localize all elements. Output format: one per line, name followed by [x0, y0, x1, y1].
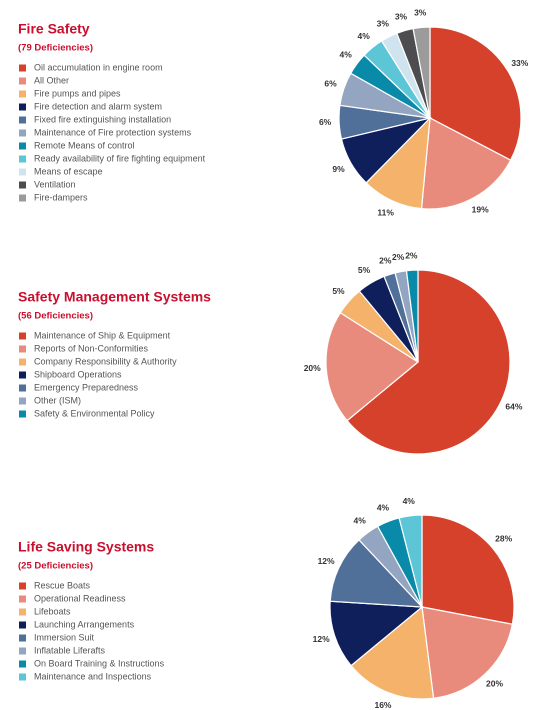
slice-label: 12% — [313, 634, 330, 644]
slice-label: 16% — [374, 700, 391, 710]
legend-swatch — [19, 358, 26, 366]
chart-title: Fire Safety — [18, 21, 90, 37]
legend-swatch — [19, 155, 26, 163]
slice-label: 12% — [318, 556, 335, 566]
legend-label: Fire-dampers — [34, 192, 88, 202]
legend-label: Emergency Preparedness — [34, 382, 139, 392]
legend-label: Fire pumps and pipes — [34, 88, 121, 98]
slice-label: 6% — [324, 79, 337, 89]
legend-label: Ventilation — [34, 179, 76, 189]
legend-swatch — [19, 64, 26, 72]
legend-label: Fire detection and alarm system — [34, 101, 162, 111]
slice-label: 5% — [358, 265, 371, 275]
legend-swatch — [19, 116, 26, 124]
legend-swatch — [19, 647, 26, 655]
slice-label: 4% — [377, 503, 390, 513]
legend-swatch — [19, 660, 26, 668]
legend-label: Means of escape — [34, 166, 103, 176]
legend-label: On Board Training & Instructions — [34, 658, 165, 668]
pie-slice — [398, 514, 423, 608]
slice-label: 5% — [332, 286, 345, 296]
pie-slice — [350, 605, 435, 700]
slice-label: 19% — [472, 205, 489, 215]
legend-label: Safety & Environmental Policy — [34, 408, 155, 418]
slice-label: 64% — [505, 401, 522, 411]
pie-slice — [325, 311, 420, 422]
slice-label: 28% — [495, 534, 512, 544]
legend-label: Immersion Suit — [34, 632, 95, 642]
legend-swatch — [19, 345, 26, 353]
slice-label: 2% — [392, 252, 405, 262]
chart-subtitle: (56 Deficiencies) — [18, 311, 93, 322]
slice-label: 4% — [339, 50, 352, 60]
legend-swatch — [19, 77, 26, 85]
legend-label: Other (ISM) — [34, 395, 81, 405]
slice-label: 20% — [486, 679, 503, 689]
slice-label: 11% — [377, 207, 394, 217]
pie-slice — [429, 26, 522, 162]
legend-label: Fixed fire extinguishing installation — [34, 114, 171, 124]
legend-swatch — [19, 168, 26, 176]
chart-title: Life Saving Systems — [18, 539, 154, 555]
legend-label: Maintenance of Ship & Equipment — [34, 330, 171, 340]
legend-swatch — [19, 129, 26, 137]
legend-swatch — [19, 181, 26, 189]
pie-slice — [405, 269, 419, 363]
legend-label: All Other — [34, 75, 69, 85]
slice-label: 4% — [357, 31, 370, 41]
legend-label: Operational Readiness — [34, 593, 126, 603]
pie-slice — [329, 539, 424, 608]
legend-swatch — [19, 194, 26, 202]
pie-slice — [421, 514, 515, 625]
legend-label: Company Responsibility & Authority — [34, 356, 177, 366]
legend-label: Launching Arrangements — [34, 619, 135, 629]
slice-label: 33% — [511, 58, 528, 68]
slice-label: 6% — [319, 117, 332, 127]
legend-swatch — [19, 90, 26, 98]
legend-label: Maintenance and Inspections — [34, 671, 152, 681]
pie-slice — [421, 606, 514, 699]
legend-swatch — [19, 595, 26, 603]
legend-label: Inflatable Liferafts — [34, 645, 106, 655]
slice-label: 9% — [332, 164, 345, 174]
slice-label: 3% — [377, 18, 390, 28]
legend-swatch — [19, 384, 26, 392]
chart-title: Safety Management Systems — [18, 289, 211, 305]
legend-swatch — [19, 410, 26, 418]
legend-label: Reports of Non-Conformities — [34, 343, 149, 353]
legend-label: Maintenance of Fire protection systems — [34, 127, 192, 137]
chart-subtitle: (25 Deficiencies) — [18, 561, 93, 572]
legend-label: Lifeboats — [34, 606, 71, 616]
pie-slice — [346, 269, 511, 455]
legend-label: Ready availability of fire fighting equi… — [34, 153, 206, 163]
chart-subtitle: (79 Deficiencies) — [18, 43, 93, 54]
slice-label: 4% — [354, 515, 367, 525]
pie-slice — [420, 117, 512, 210]
legend-label: Oil accumulation in engine room — [34, 62, 163, 72]
legend-swatch — [19, 608, 26, 616]
legend-swatch — [19, 142, 26, 150]
legend-swatch — [19, 103, 26, 111]
legend-label: Shipboard Operations — [34, 369, 122, 379]
slice-label: 20% — [304, 363, 321, 373]
slice-label: 2% — [405, 250, 418, 260]
legend-swatch — [19, 673, 26, 681]
legend-swatch — [19, 634, 26, 642]
legend-swatch — [19, 397, 26, 405]
slice-label: 2% — [379, 255, 392, 265]
slice-label: 4% — [403, 496, 416, 506]
slice-label: 3% — [395, 11, 408, 21]
slice-label: 3% — [414, 8, 427, 18]
legend-label: Remote Means of control — [34, 140, 135, 150]
legend-swatch — [19, 332, 26, 340]
legend-swatch — [19, 371, 26, 379]
pie-slice — [329, 600, 424, 667]
pie-slice — [412, 26, 431, 119]
legend-swatch — [19, 621, 26, 629]
legend-label: Rescue Boats — [34, 580, 91, 590]
legend-swatch — [19, 582, 26, 590]
